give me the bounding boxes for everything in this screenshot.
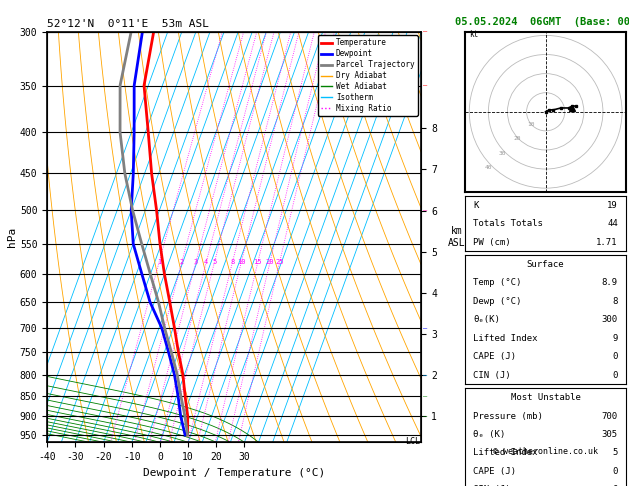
Text: 9: 9 xyxy=(613,334,618,343)
Text: —: — xyxy=(423,208,427,213)
Text: 19: 19 xyxy=(607,201,618,209)
Text: 05.05.2024  06GMT  (Base: 00): 05.05.2024 06GMT (Base: 00) xyxy=(455,17,629,27)
Text: 1.71: 1.71 xyxy=(596,238,618,246)
Text: PW (cm): PW (cm) xyxy=(474,238,511,246)
X-axis label: Dewpoint / Temperature (°C): Dewpoint / Temperature (°C) xyxy=(143,468,325,478)
Text: Lifted Index: Lifted Index xyxy=(474,449,538,457)
Text: 30: 30 xyxy=(499,151,506,156)
Text: Lifted Index: Lifted Index xyxy=(474,334,538,343)
Text: 15: 15 xyxy=(253,260,262,265)
Legend: Temperature, Dewpoint, Parcel Trajectory, Dry Adiabat, Wet Adiabat, Isotherm, Mi: Temperature, Dewpoint, Parcel Trajectory… xyxy=(318,35,418,116)
Y-axis label: km
ASL: km ASL xyxy=(448,226,465,248)
Text: —: — xyxy=(423,393,427,399)
Text: 52°12'N  0°11'E  53m ASL: 52°12'N 0°11'E 53m ASL xyxy=(47,19,209,30)
Text: —: — xyxy=(423,83,427,88)
Text: CAPE (J): CAPE (J) xyxy=(474,467,516,476)
Text: 0: 0 xyxy=(613,467,618,476)
Text: 3: 3 xyxy=(194,260,198,265)
Text: Temp (°C): Temp (°C) xyxy=(474,278,522,287)
Text: Surface: Surface xyxy=(527,260,564,269)
Text: θₑ(K): θₑ(K) xyxy=(474,315,500,324)
Text: Dewp (°C): Dewp (°C) xyxy=(474,297,522,306)
Text: 8: 8 xyxy=(613,297,618,306)
Text: K: K xyxy=(474,201,479,209)
Text: 10: 10 xyxy=(528,122,535,127)
Text: —: — xyxy=(423,372,427,378)
Text: —: — xyxy=(423,29,427,35)
Text: Pressure (mb): Pressure (mb) xyxy=(474,412,543,420)
Text: θₑ (K): θₑ (K) xyxy=(474,430,506,439)
Text: 700: 700 xyxy=(602,412,618,420)
Text: 40: 40 xyxy=(484,165,492,170)
Text: 20: 20 xyxy=(513,137,521,141)
Text: LCL: LCL xyxy=(405,437,420,446)
Text: 1: 1 xyxy=(157,260,161,265)
Text: Totals Totals: Totals Totals xyxy=(474,219,543,228)
Text: 8.9: 8.9 xyxy=(602,278,618,287)
Text: 10: 10 xyxy=(237,260,245,265)
Text: CIN (J): CIN (J) xyxy=(474,371,511,380)
Text: 4: 4 xyxy=(204,260,208,265)
Text: Most Unstable: Most Unstable xyxy=(511,393,581,402)
Text: kt: kt xyxy=(469,30,479,39)
Text: 2: 2 xyxy=(180,260,184,265)
Text: 0: 0 xyxy=(613,371,618,380)
Text: 20: 20 xyxy=(265,260,274,265)
Text: 5: 5 xyxy=(613,449,618,457)
Text: —: — xyxy=(423,325,427,331)
Text: © weatheronline.co.uk: © weatheronline.co.uk xyxy=(493,447,598,456)
Text: —: — xyxy=(423,413,427,419)
Text: 5: 5 xyxy=(213,260,216,265)
Text: 305: 305 xyxy=(602,430,618,439)
Y-axis label: hPa: hPa xyxy=(7,227,17,247)
Text: 44: 44 xyxy=(607,219,618,228)
Text: 0: 0 xyxy=(613,352,618,361)
Text: 300: 300 xyxy=(602,315,618,324)
Text: 25: 25 xyxy=(276,260,284,265)
Text: CAPE (J): CAPE (J) xyxy=(474,352,516,361)
Text: 8: 8 xyxy=(230,260,235,265)
